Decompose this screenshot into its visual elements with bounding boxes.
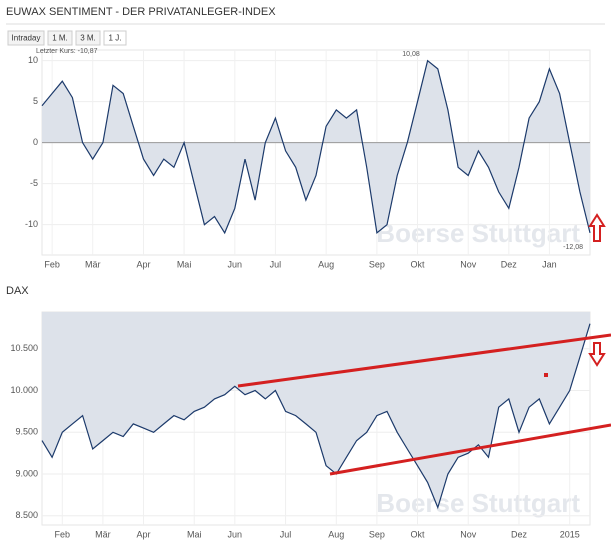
x-tick-label: Apr xyxy=(136,259,150,269)
chart-title: EUWAX SENTIMENT - DER PRIVATANLEGER-INDE… xyxy=(6,6,276,18)
x-tick-label: Apr xyxy=(136,529,150,539)
y-tick-label: 5 xyxy=(33,96,38,106)
marker xyxy=(544,373,548,377)
y-tick-label: -5 xyxy=(30,178,38,188)
line xyxy=(41,59,591,235)
x-tick-label: Sep xyxy=(369,529,385,539)
x-tick-label: Jan xyxy=(542,259,557,269)
x-tick-label: Jun xyxy=(228,259,243,269)
watermark: Boerse Stuttgart xyxy=(376,218,580,248)
y-tick-label: 8.500 xyxy=(15,510,38,520)
area-fill xyxy=(42,312,590,508)
y-tick-label: 9.500 xyxy=(15,427,38,437)
arrow-up xyxy=(588,213,606,242)
x-tick-label: Aug xyxy=(318,259,334,269)
x-tick-label: Okt xyxy=(410,259,425,269)
x-tick-label: Nov xyxy=(460,259,477,269)
tab[interactable] xyxy=(75,30,101,46)
x-tick-label: Okt xyxy=(410,529,425,539)
x-tick-label: Jul xyxy=(280,529,292,539)
y-tick-label: 10.500 xyxy=(10,343,38,353)
tab[interactable] xyxy=(47,30,73,46)
y-tick-label: 0 xyxy=(33,137,38,147)
x-tick-label: Mär xyxy=(85,259,101,269)
x-tick-label: Feb xyxy=(44,259,60,269)
x-tick-label: Mai xyxy=(177,259,192,269)
area-fill xyxy=(42,60,590,233)
tab-label[interactable]: Intraday xyxy=(12,34,41,43)
y-tick-label: 9.000 xyxy=(15,468,38,478)
x-tick-label: Mär xyxy=(95,529,111,539)
x-tick-label: Sep xyxy=(369,259,385,269)
x-tick-label: 2015 xyxy=(560,529,580,539)
tab-label[interactable]: 1 J. xyxy=(109,34,122,43)
chart-title: DAX xyxy=(6,285,29,297)
x-tick-label: Mai xyxy=(187,529,202,539)
watermark: Boerse Stuttgart xyxy=(376,488,580,518)
x-tick-label: Aug xyxy=(328,529,344,539)
x-tick-label: Dez xyxy=(501,259,518,269)
x-tick-label: Dez xyxy=(511,529,528,539)
y-tick-label: 10 xyxy=(28,55,38,65)
tab[interactable] xyxy=(103,30,127,46)
y-tick-label: 10.000 xyxy=(10,385,38,395)
line xyxy=(41,323,591,510)
annotation: 10,08 xyxy=(402,51,420,58)
x-tick-label: Feb xyxy=(55,529,71,539)
x-tick-label: Jul xyxy=(270,259,282,269)
y-tick-label: -10 xyxy=(25,219,38,229)
annotation: -12,08 xyxy=(563,244,583,251)
tab-label[interactable]: 1 M. xyxy=(52,34,68,43)
trend-line xyxy=(329,423,611,476)
x-tick-label: Jun xyxy=(228,529,243,539)
x-tick-label: Nov xyxy=(460,529,477,539)
annotation: Letzter Kurs: -10,87 xyxy=(36,48,98,55)
trend-line xyxy=(237,333,611,388)
tab-label[interactable]: 3 M. xyxy=(80,34,96,43)
arrow-down xyxy=(588,342,606,367)
tab[interactable] xyxy=(7,30,45,46)
